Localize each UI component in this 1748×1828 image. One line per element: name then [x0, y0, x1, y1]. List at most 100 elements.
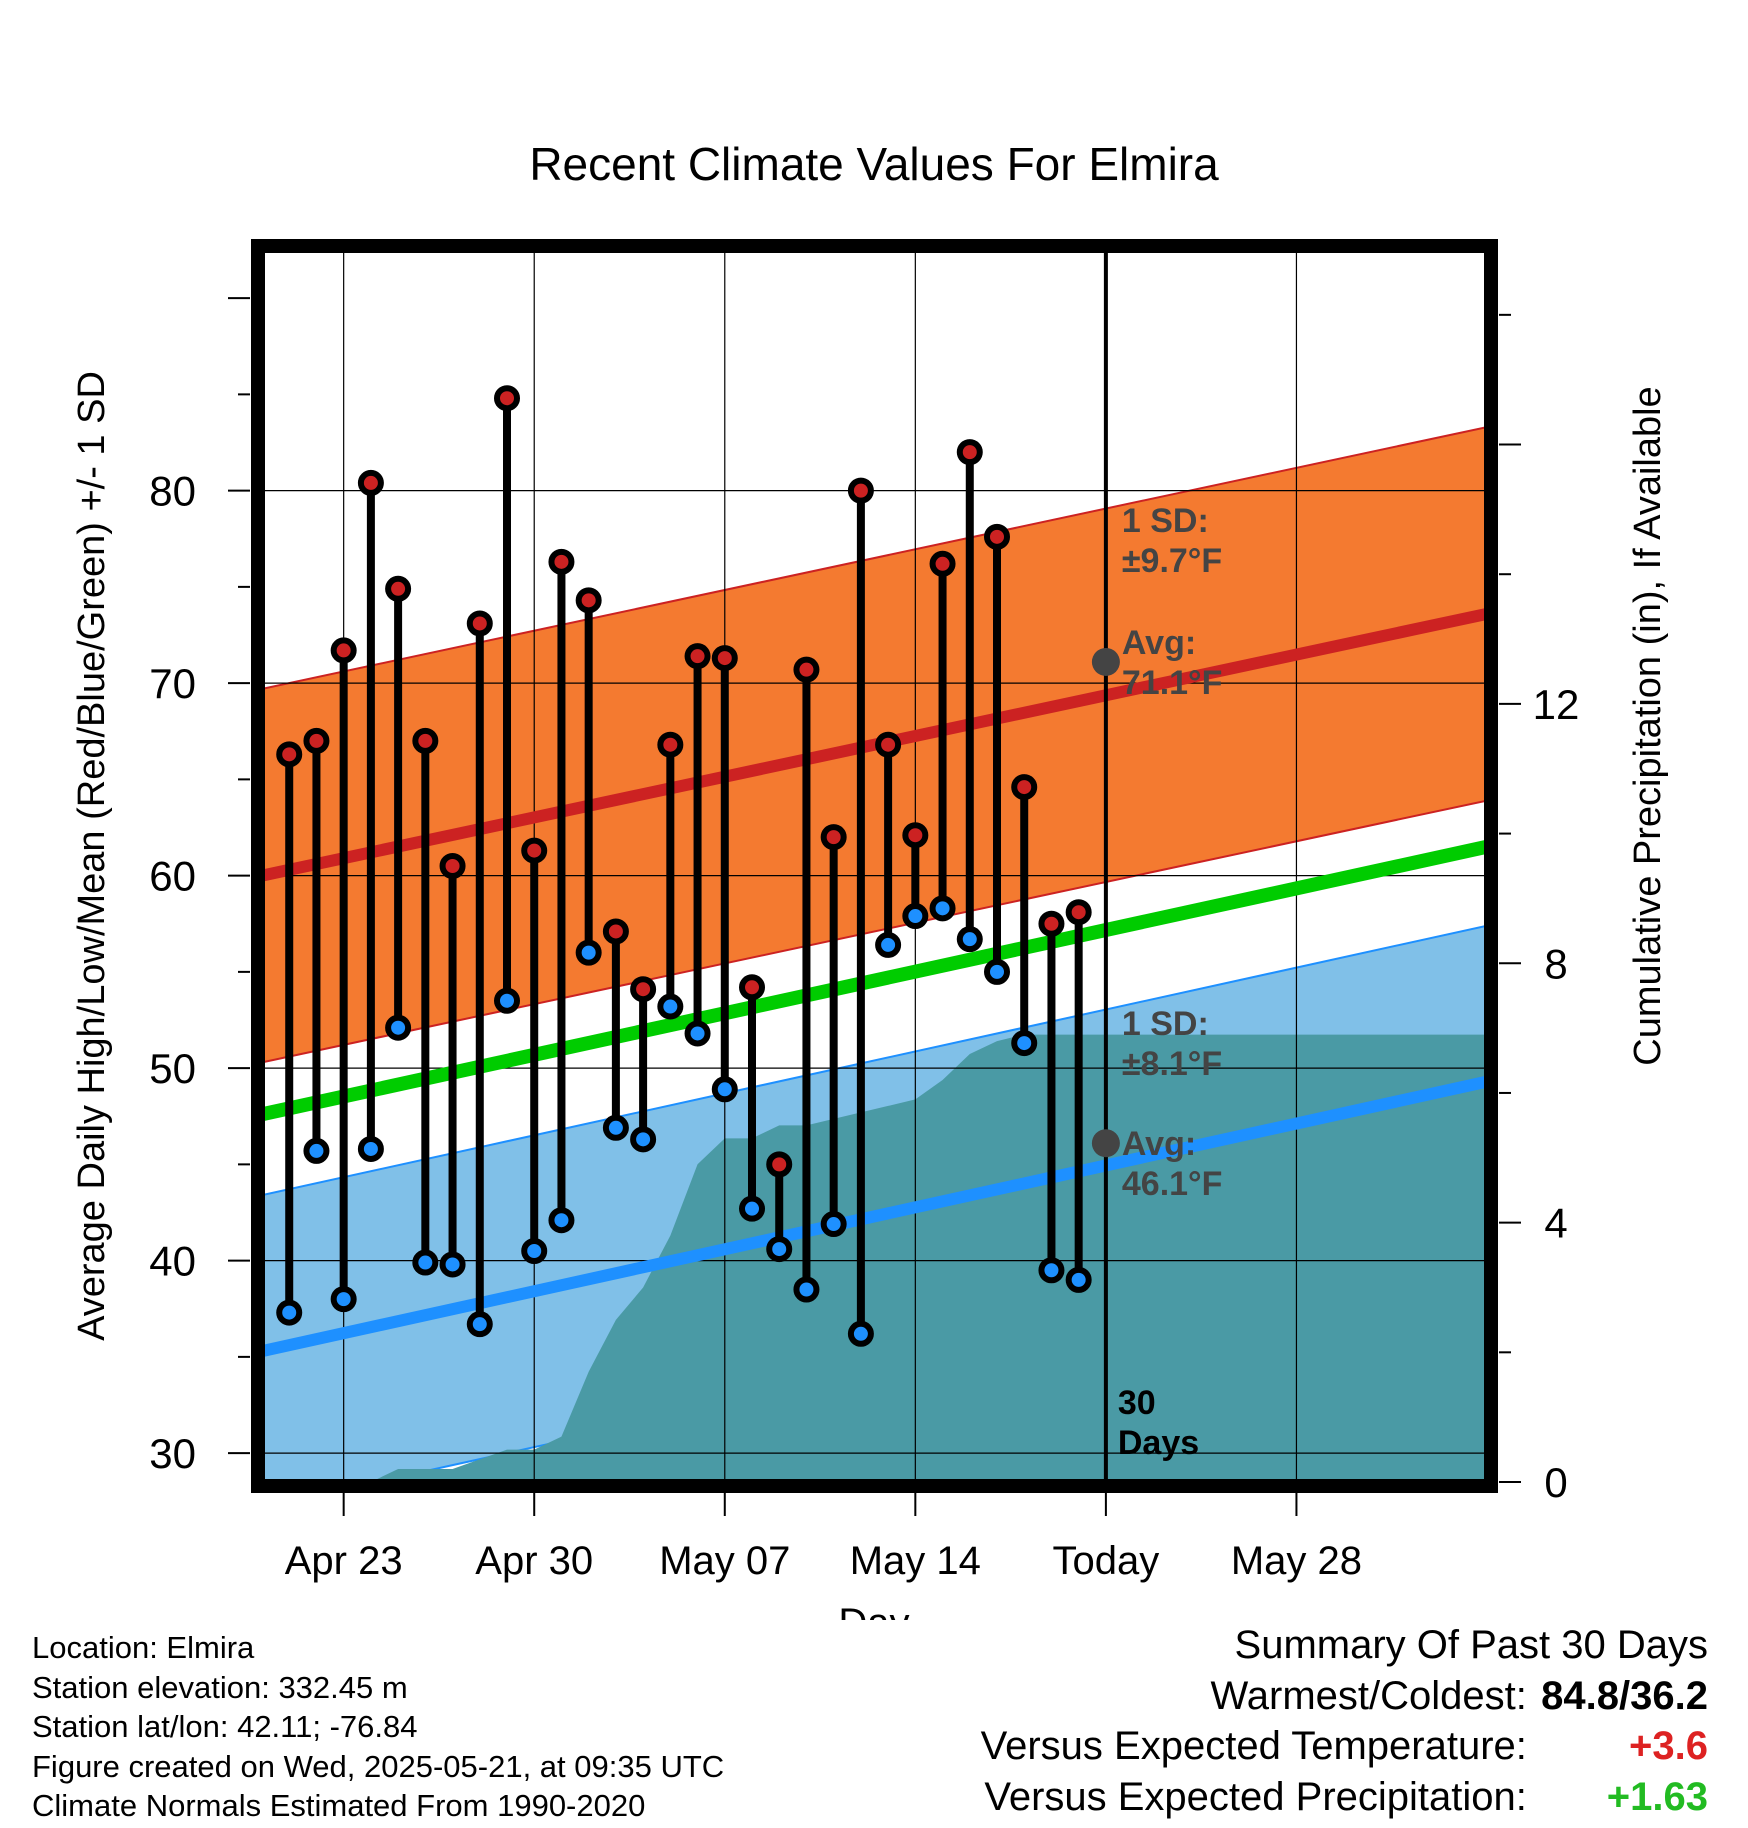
precip-value: +1.63: [1606, 1774, 1708, 1819]
daily-high-point: [929, 550, 956, 577]
daily-high-point: [847, 477, 874, 504]
temp-label: Versus Expected Temperature:: [980, 1724, 1527, 1768]
high-band-upper-edge: [262, 426, 1487, 690]
y-tick-label: 50: [149, 1045, 196, 1092]
warm-cold-value: 84.8/36.2: [1541, 1673, 1708, 1718]
low-normal-line: [262, 1075, 1487, 1357]
daily-high-point: [548, 548, 575, 575]
daily-high-point: [820, 824, 847, 851]
daily-low-point: [984, 958, 1010, 985]
warm-cold-label: Warmest/Coldest:: [1210, 1673, 1527, 1718]
daily-high-point: [466, 610, 493, 637]
low-avg-value: 46.1°F: [1122, 1165, 1223, 1203]
daily-high-point: [494, 385, 520, 412]
summary-panel: Summary Of Past 30 Days Warmest/Coldest:…: [981, 1620, 1708, 1822]
daily-high-point: [630, 976, 657, 1003]
y2-axis-label: Cumulative Precipitation (in), If Availa…: [1627, 386, 1669, 1065]
y-tick-label: 40: [149, 1238, 196, 1285]
station-info: Location: Elmira Station elevation: 332.…: [32, 1628, 724, 1826]
latlon-text: Station lat/lon: 42.11; -76.84: [32, 1709, 418, 1744]
elevation-text: Station elevation: 332.45 m: [32, 1669, 408, 1705]
daily-low-point: [711, 1076, 738, 1103]
daily-low-point: [548, 1207, 575, 1234]
daily-low-point: [820, 1211, 847, 1238]
today-low-avg-marker: [1091, 1129, 1120, 1158]
x-tick-label: Apr 23: [285, 1539, 403, 1583]
daily-low-point: [357, 1135, 384, 1162]
daily-high-point: [711, 645, 738, 672]
daily-high-point: [385, 575, 412, 602]
daily-high-point: [875, 731, 902, 758]
days-word-label: Days: [1118, 1424, 1199, 1462]
daily-high-point: [330, 637, 357, 664]
precip-row: Versus Expected Precipitation: +1.63: [981, 1772, 1708, 1823]
daily-high-point: [793, 656, 820, 683]
low-band-upper-edge: [262, 924, 1487, 1197]
daily-high-point: [956, 439, 983, 466]
daily-high-point: [521, 837, 548, 864]
high-avg-label: Avg:: [1122, 624, 1196, 662]
x-tick-label: May 28: [1231, 1539, 1362, 1583]
x-tick-label: Today: [1053, 1539, 1160, 1583]
high-band-lower-edge: [262, 799, 1487, 1064]
y2-tick-label: 0: [1544, 1459, 1567, 1506]
daily-high-point: [602, 918, 629, 945]
summary-title: Summary Of Past 30 Days: [1234, 1623, 1708, 1667]
daily-low-point: [521, 1238, 548, 1264]
temp-row: Versus Expected Temperature: +3.6: [981, 1721, 1708, 1772]
daily-high-point: [575, 587, 602, 614]
daily-low-point: [1011, 1030, 1038, 1057]
daily-low-point: [303, 1137, 330, 1164]
daily-low-point: [412, 1249, 439, 1276]
daily-high-point: [439, 853, 466, 879]
mean-normal-line: [262, 839, 1487, 1122]
x-axis-label: Day: [838, 1601, 909, 1620]
plot-area: [262, 250, 1487, 1482]
y2-tick-label: 12: [1533, 681, 1580, 728]
daily-high-point: [684, 643, 711, 670]
y-tick-label: 30: [149, 1430, 196, 1477]
daily-low-point: [875, 931, 902, 958]
daily-low-point: [739, 1195, 765, 1222]
high-sd-value: ±9.7°F: [1122, 542, 1222, 580]
daily-low-point: [766, 1236, 793, 1263]
x-tick-label: May 14: [850, 1539, 981, 1583]
low-sd-label: 1 SD:: [1122, 1005, 1209, 1043]
daily-low-point: [847, 1320, 874, 1347]
daily-high-point: [984, 523, 1010, 550]
daily-high-point: [1038, 910, 1065, 937]
high-avg-value: 71.1°F: [1122, 664, 1223, 702]
x-tick-label: Apr 30: [475, 1539, 593, 1583]
daily-low-point: [657, 993, 684, 1020]
x-tick-label: May 07: [659, 1539, 790, 1583]
daily-low-point: [793, 1276, 820, 1303]
daily-low-point: [466, 1311, 493, 1338]
daily-low-point: [1065, 1266, 1092, 1293]
chart-title: Recent Climate Values For Elmira: [529, 138, 1219, 190]
daily-high-point: [303, 727, 330, 754]
high-sd-label: 1 SD:: [1122, 502, 1209, 540]
location-text: Location: Elmira: [32, 1630, 255, 1665]
daily-high-point: [412, 727, 439, 754]
daily-high-point: [357, 469, 384, 496]
daily-low-point: [494, 987, 520, 1014]
daily-high-point: [1065, 899, 1092, 926]
low-sd-value: ±8.1°F: [1122, 1045, 1222, 1083]
daily-low-point: [902, 903, 929, 930]
daily-low-point: [1038, 1257, 1065, 1284]
y2-tick-label: 4: [1544, 1200, 1567, 1247]
daily-low-point: [929, 895, 956, 922]
temp-value: +3.6: [1629, 1724, 1708, 1768]
normals-text: Climate Normals Estimated From 1990-2020: [32, 1788, 646, 1823]
warm-cold-row: Warmest/Coldest: 84.8/36.2: [981, 1671, 1709, 1722]
daily-high-point: [1011, 774, 1038, 801]
daily-high-point: [766, 1151, 793, 1178]
y-tick-label: 60: [149, 853, 196, 900]
daily-high-point: [276, 741, 303, 768]
days-count-label: 30: [1118, 1384, 1156, 1422]
precip-label: Versus Expected Precipitation:: [984, 1774, 1527, 1819]
daily-low-point: [439, 1251, 466, 1278]
daily-low-point: [956, 926, 983, 953]
daily-low-point: [684, 1020, 711, 1047]
